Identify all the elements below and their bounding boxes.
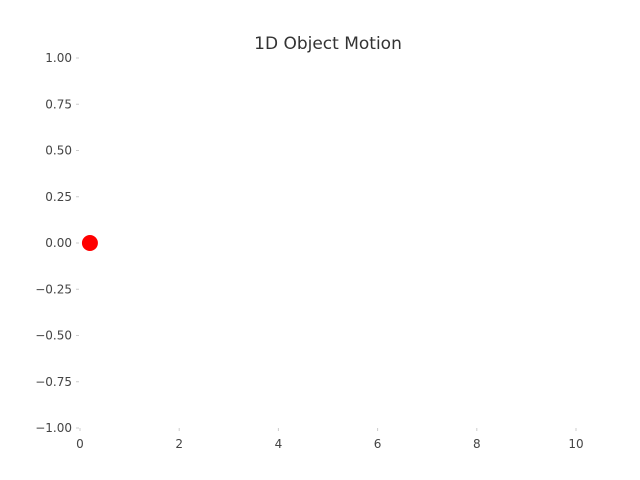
x-axis: 0 2 4 6 8 10 [76, 428, 584, 451]
y-axis: 1.00 0.75 0.50 0.25 0.00 −0.25 −0.50 −0.75 −1.00 [35, 51, 79, 435]
x-tick-label: 0 [76, 437, 84, 451]
y-tick-label: 0.25 [45, 190, 72, 204]
data-series [81, 235, 98, 251]
x-tick-label: 4 [275, 437, 283, 451]
y-tick-label: 0.75 [45, 97, 72, 111]
y-tick-label: 1.00 [45, 51, 72, 65]
y-tick-label: 0.00 [45, 236, 72, 250]
y-tick-label: −0.50 [35, 329, 72, 343]
y-tick-label: −0.75 [35, 375, 72, 389]
x-tick-label: 8 [473, 437, 481, 451]
x-tick-label: 10 [568, 437, 583, 451]
object-marker [81, 235, 98, 251]
y-tick-label: −1.00 [35, 421, 72, 435]
x-tick-label: 2 [175, 437, 183, 451]
chart-title: 1D Object Motion [254, 34, 402, 54]
x-tick-label: 6 [374, 437, 382, 451]
y-tick-label: 0.50 [45, 144, 72, 158]
y-tick-label: −0.25 [35, 282, 72, 296]
